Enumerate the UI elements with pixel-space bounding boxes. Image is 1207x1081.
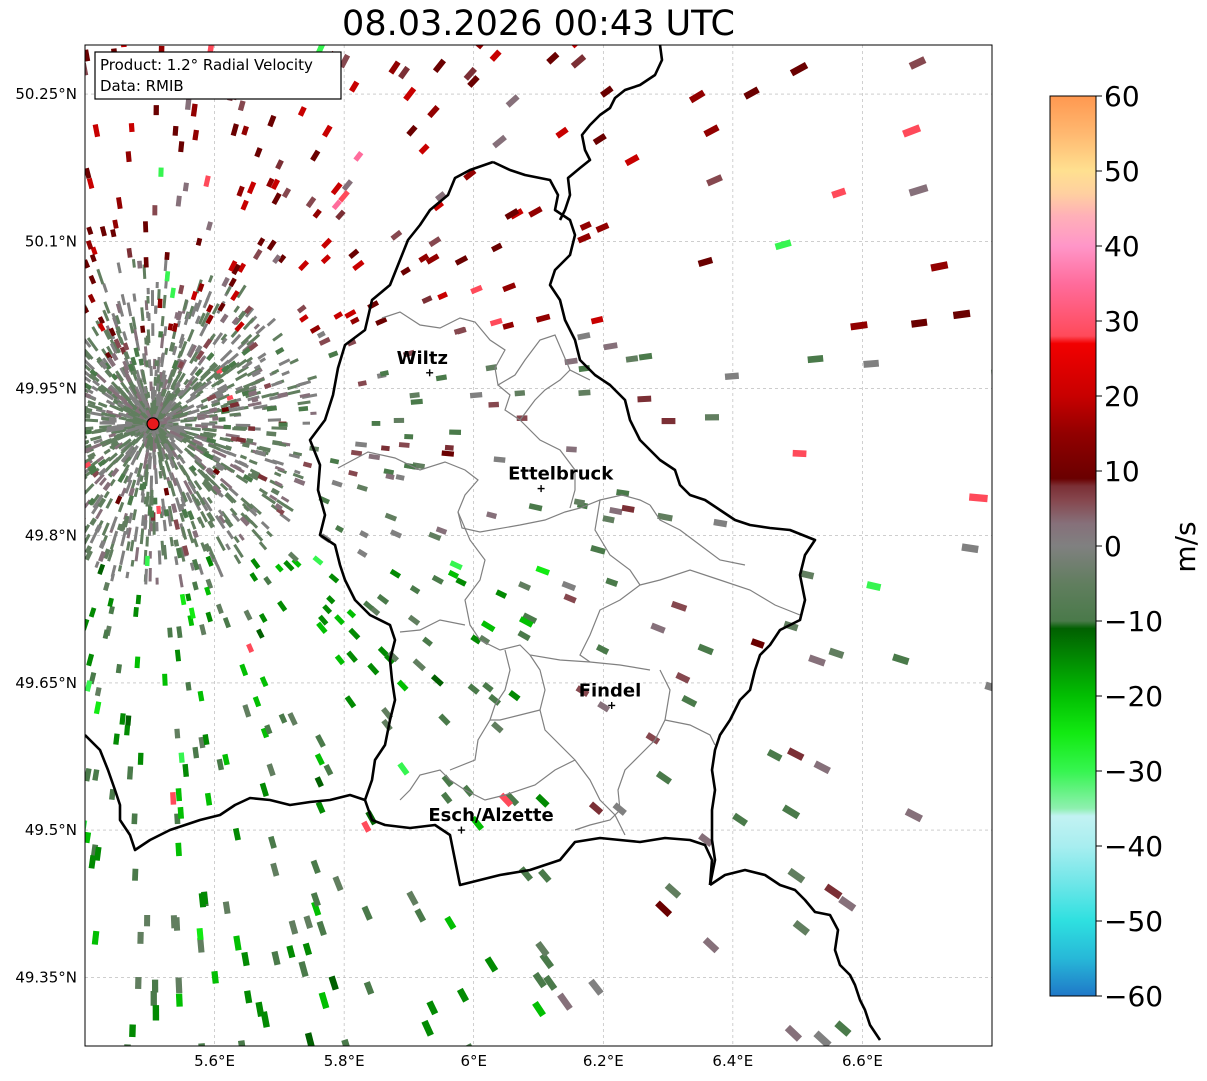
colorbar: 60 50 40 30 20 10 0 −10 −20 −30 −40 −50 −60 m/s: [1049, 80, 1202, 1013]
colorbar-tick-label: 20: [1104, 380, 1140, 413]
lon-tick-label: 5.6°E: [194, 1052, 235, 1070]
city-wiltz: Wiltz: [397, 348, 448, 377]
lat-tick-label: 49.35°N: [15, 968, 77, 986]
colorbar-tick-label: −40: [1104, 830, 1163, 863]
colorbar-tick-label: −60: [1104, 980, 1163, 1013]
lon-tick-label: 6.6°E: [842, 1052, 883, 1070]
map-title: 08.03.2026 00:43 UTC: [342, 4, 735, 44]
info-box: Product: 1.2° Radial Velocity Data: RMIB: [94, 51, 342, 100]
city-esch-alzette: Esch/Alzette: [428, 805, 554, 834]
lat-tick-label: 50.1°N: [25, 232, 77, 250]
city-ettelbruck: Ettelbruck: [508, 464, 614, 493]
lat-tick-label: 49.65°N: [15, 674, 77, 692]
colorbar-tick-label: −20: [1104, 680, 1163, 713]
canton-borders: [337, 311, 801, 836]
borders: [85, 45, 882, 1041]
lon-tick-label: 6.4°E: [712, 1052, 753, 1070]
colorbar-tick-label: 0: [1104, 530, 1122, 563]
lat-tick-label: 49.8°N: [25, 527, 77, 545]
city-label: Findel: [579, 680, 642, 701]
lon-tick-label: 5.8°E: [324, 1052, 365, 1070]
lon-tick-label: 6.2°E: [583, 1052, 624, 1070]
info-box-frame: [94, 51, 342, 100]
info-product: Product: 1.2° Radial Velocity: [100, 56, 313, 74]
national-borders: [85, 45, 882, 1041]
lat-tick-label: 49.5°N: [25, 821, 77, 839]
colorbar-tick-label: 10: [1104, 455, 1140, 488]
map-border: [84, 44, 993, 1047]
colorbar-unit-label: m/s: [1169, 521, 1202, 572]
colorbar-ticks: 60 50 40 30 20 10 0 −10 −20 −30 −40 −50 −60: [1096, 80, 1163, 1013]
colorbar-tick-label: −50: [1104, 905, 1163, 938]
colorbar-tick-label: 40: [1104, 230, 1140, 263]
radar-echoes: [85, 45, 992, 1046]
city-findel: Findel: [579, 680, 642, 709]
colorbar-tick-label: −30: [1104, 755, 1163, 788]
colorbar-tick-label: 60: [1104, 80, 1140, 113]
colorbar-tick-label: 50: [1104, 155, 1140, 188]
axis-ticks: 5.6°E 5.8°E 6°E 6.2°E 6.4°E 6.6°E 49.35°N 49.5°…: [15, 85, 883, 1070]
city-markers: Wiltz Ettelbruck Findel Esch/Alzette: [397, 348, 642, 834]
city-label: Esch/Alzette: [428, 805, 553, 826]
lat-tick-label: 49.95°N: [15, 379, 77, 397]
radar-site-marker: [146, 417, 160, 431]
city-label: Wiltz: [397, 348, 448, 369]
lat-tick-label: 50.25°N: [15, 85, 77, 103]
colorbar-gradient: [1049, 95, 1097, 997]
colorbar-tick-label: −10: [1104, 605, 1163, 638]
colorbar-tick-label: 30: [1104, 305, 1140, 338]
lon-tick-label: 6°E: [460, 1052, 487, 1070]
info-source: Data: RMIB: [100, 77, 184, 95]
city-label: Ettelbruck: [508, 464, 614, 485]
